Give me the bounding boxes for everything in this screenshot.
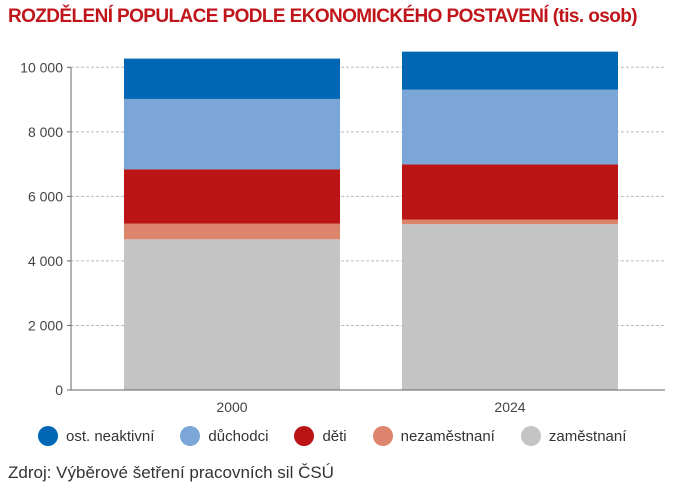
x-tick-label: 2024 xyxy=(494,399,525,415)
bar-segment xyxy=(124,98,340,170)
legend-item: ost. neaktivní xyxy=(38,426,154,446)
legend-marker xyxy=(520,426,541,446)
legend-item: nezaměstnaní xyxy=(372,426,495,446)
bar-segment xyxy=(124,239,340,390)
legend: ost. neaktivní důchodci děti nezaměstnaní za… xyxy=(38,426,652,446)
y-tick-label: 2 000 xyxy=(28,317,63,333)
source-note: Zdroj: Výběrové šetření pracovních sil Č… xyxy=(8,463,334,482)
bar-segment xyxy=(124,169,340,224)
bar-segment xyxy=(124,58,340,99)
legend-label: zaměstnaní xyxy=(548,427,627,445)
legend-label: děti xyxy=(322,427,347,445)
y-tick-label: 8 000 xyxy=(28,124,63,140)
legend-marker xyxy=(38,426,58,446)
legend-item: zaměstnaní xyxy=(520,426,627,446)
legend-label: ost. neaktivní xyxy=(66,427,155,445)
legend-marker xyxy=(372,426,393,446)
bar-segment xyxy=(402,219,618,225)
legend-label: nezaměstnaní xyxy=(400,427,495,445)
bar-segment xyxy=(402,164,618,220)
legend-marker xyxy=(180,426,201,446)
bar-segment xyxy=(402,89,618,165)
y-tick-label: 0 xyxy=(55,382,63,398)
legend-item: důchodci xyxy=(180,426,268,446)
legend-item: děti xyxy=(294,426,347,446)
x-tick-label: 2000 xyxy=(216,399,247,415)
chart-plot: 0 2 000 4 000 6 000 8 000 10 000 2000 2024 xyxy=(20,51,665,415)
chart-title: ROZDĚLENÍ POPULACE PODLE EKONOMICKÉHO PO… xyxy=(8,6,638,27)
y-tick-label: 4 000 xyxy=(28,253,63,269)
legend-marker xyxy=(294,426,315,446)
bar-segment xyxy=(124,223,340,240)
y-tick-label: 10 000 xyxy=(20,59,63,75)
legend-label: důchodci xyxy=(208,427,269,445)
y-tick-label: 6 000 xyxy=(28,188,63,204)
bar-segment xyxy=(402,51,618,90)
bar-segment xyxy=(402,224,618,390)
